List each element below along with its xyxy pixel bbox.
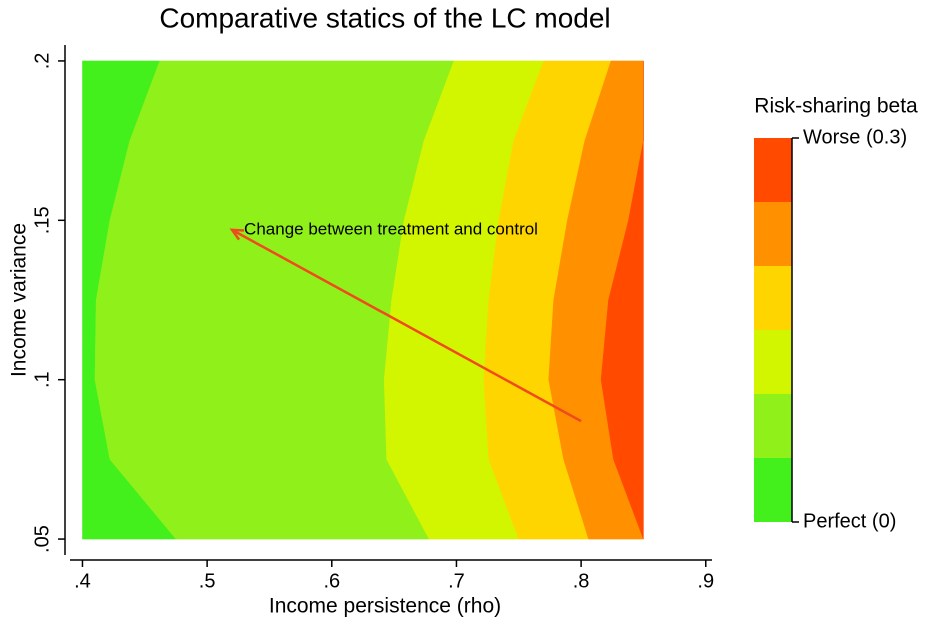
y-tick-label: .2 — [31, 53, 53, 70]
colorbar-band — [754, 394, 792, 458]
y-tick-label: .05 — [31, 525, 53, 553]
annotation-arrow — [231, 228, 582, 423]
y-axis-title: Income variance — [8, 223, 31, 377]
contour-band — [600, 60, 644, 540]
x-tick-label: .6 — [323, 570, 340, 592]
colorbar-tick-label: Perfect (0) — [803, 510, 896, 532]
legend-title: Risk-sharing beta — [754, 95, 918, 118]
y-tick-label: .15 — [31, 206, 53, 234]
colorbar-band — [754, 458, 792, 522]
x-tick-label: .5 — [199, 570, 216, 592]
colorbar-band — [754, 266, 792, 330]
x-tick-label: .9 — [697, 570, 714, 592]
x-tick-label: .7 — [448, 570, 465, 592]
colorbar-band — [754, 138, 792, 202]
arrow-head — [229, 228, 245, 241]
y-tick-label: .1 — [31, 371, 53, 388]
annotation-text: Change between treatment and control — [244, 219, 538, 238]
colorbar-band — [754, 202, 792, 266]
x-tick-label: .8 — [573, 570, 590, 592]
x-tick-label: .4 — [74, 570, 91, 592]
x-axis-title: Income persistence (rho) — [269, 595, 501, 618]
colorbar-tick-label: Worse (0.3) — [803, 126, 907, 148]
chart-title: Comparative statics of the LC model — [159, 2, 610, 33]
colorbar-band — [754, 330, 792, 394]
